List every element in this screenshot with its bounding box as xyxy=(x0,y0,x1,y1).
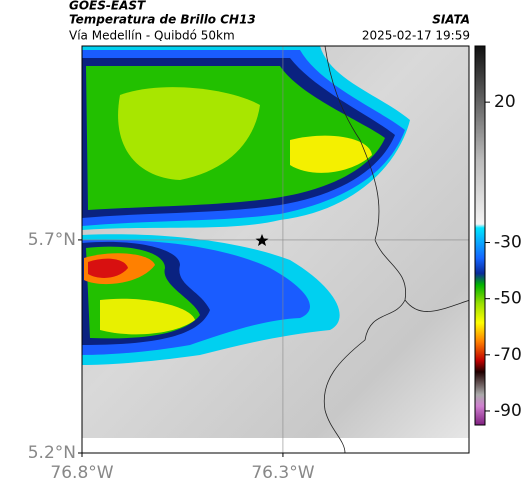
colorbar-tick-label: -90 xyxy=(494,401,522,421)
colorbar xyxy=(474,45,486,426)
y-tick-label: 5.2°N xyxy=(28,443,76,463)
source: SIATA xyxy=(432,13,470,27)
location-marker xyxy=(255,234,269,246)
map-area xyxy=(82,46,469,453)
timestamp: 2025-02-17 19:59 xyxy=(362,29,470,43)
map-frame xyxy=(81,45,470,454)
x-tick-label: 76.8°W xyxy=(50,463,113,483)
colorbar-tick-label: -30 xyxy=(494,233,522,253)
title: GOES-EAST xyxy=(69,0,146,13)
subtitle: Temperatura de Brillo CH13 xyxy=(69,13,256,27)
colorbar-tick-label: -70 xyxy=(494,345,522,365)
colorbar-tick-label: 20 xyxy=(494,92,516,112)
colorbar-tick-label: -50 xyxy=(494,289,522,309)
x-tick-label: 76.3°W xyxy=(251,463,314,483)
route: Vía Medellín - Quibdó 50km xyxy=(69,29,235,43)
y-tick-label: 5.7°N xyxy=(28,230,76,250)
